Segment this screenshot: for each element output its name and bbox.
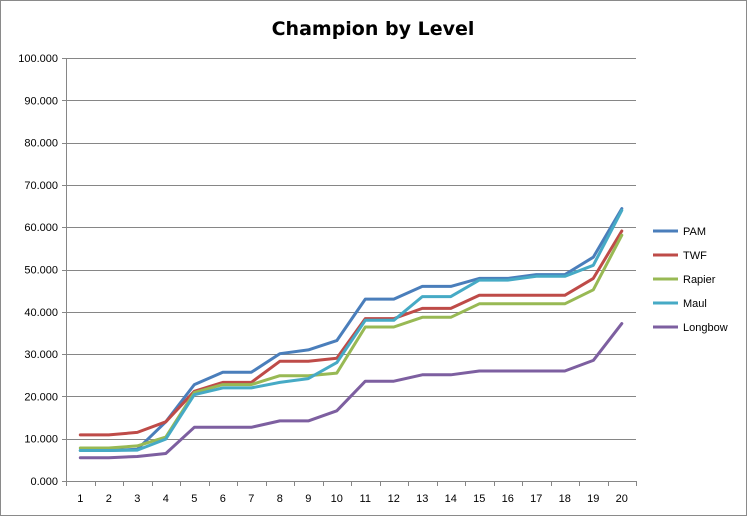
x-tick-label-7: 7 xyxy=(248,493,254,505)
series-line-longbow xyxy=(78,322,624,460)
x-tick-label-9: 9 xyxy=(305,493,311,505)
x-tick-label-6: 6 xyxy=(220,493,226,505)
y-tick-label-9: 90.000 xyxy=(24,95,58,107)
x-tick-label-8: 8 xyxy=(277,493,283,505)
legend-label-twf: TWF xyxy=(683,250,707,262)
x-tick-label-18: 18 xyxy=(559,493,571,505)
y-tick-label-0: 0.000 xyxy=(30,476,58,488)
x-tick-label-5: 5 xyxy=(191,493,197,505)
y-tick-label-7: 70.000 xyxy=(24,180,58,192)
series-lines xyxy=(78,207,624,460)
x-tick-label-15: 15 xyxy=(473,493,485,505)
y-tick-label-1: 10.000 xyxy=(24,434,58,446)
x-tick-label-11: 11 xyxy=(360,493,371,505)
axes xyxy=(62,58,637,486)
y-tick-label-8: 80.000 xyxy=(24,138,58,150)
series-line-maul xyxy=(78,208,624,452)
y-tick-label-5: 50.000 xyxy=(24,265,58,277)
series-line-pam xyxy=(78,207,624,452)
x-tick-labels: 1 2 3 4 5 6 7 8 9 10 11 12 13 14 15 16 17 18 19 20 xyxy=(77,493,628,505)
y-tick-label-10: 100.000 xyxy=(18,53,58,65)
legend-label-maul: Maul xyxy=(683,298,707,310)
x-tick-label-12: 12 xyxy=(388,493,400,505)
x-tick-label-13: 13 xyxy=(416,493,428,505)
series-line-twf xyxy=(78,229,624,437)
legend-label-rapier: Rapier xyxy=(683,274,716,286)
x-tick-label-10: 10 xyxy=(331,493,343,505)
x-tick-label-20: 20 xyxy=(616,493,628,505)
y-tick-labels: 0.000 10.000 20.000 30.000 40.000 50.000 60.00… xyxy=(18,53,58,488)
x-tick-label-14: 14 xyxy=(445,493,457,505)
x-tick-label-3: 3 xyxy=(134,493,140,505)
y-tick-label-4: 40.000 xyxy=(24,307,58,319)
x-tick-label-19: 19 xyxy=(587,493,599,505)
x-tick-label-17: 17 xyxy=(530,493,542,505)
legend-label-pam: PAM xyxy=(683,226,706,238)
y-tick-label-6: 60.000 xyxy=(24,222,58,234)
x-tick-label-1: 1 xyxy=(77,493,83,505)
gridlines xyxy=(66,58,636,440)
chart-title: Champion by Level xyxy=(272,18,475,40)
y-tick-label-2: 20.000 xyxy=(24,391,58,403)
x-tick-label-4: 4 xyxy=(163,493,169,505)
x-tick-label-16: 16 xyxy=(502,493,514,505)
legend: PAM TWF Rapier Maul Longbow xyxy=(653,226,728,334)
x-tick-label-2: 2 xyxy=(106,493,112,505)
legend-label-longbow: Longbow xyxy=(683,322,728,334)
y-tick-label-3: 30.000 xyxy=(24,349,58,361)
